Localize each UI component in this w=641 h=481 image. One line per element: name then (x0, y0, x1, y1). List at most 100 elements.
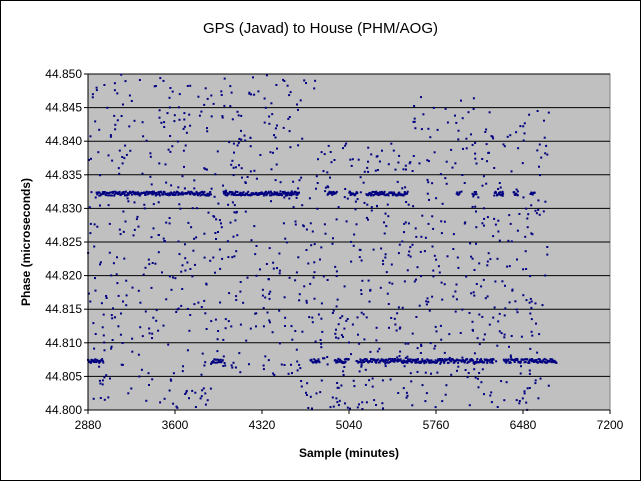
data-point (403, 359, 406, 362)
data-point (269, 290, 272, 293)
data-point (373, 191, 376, 193)
data-point (322, 170, 325, 173)
data-point (554, 360, 557, 363)
data-point (491, 359, 493, 362)
data-point (112, 307, 114, 310)
data-point (163, 191, 166, 194)
data-point (481, 158, 484, 160)
data-point (534, 302, 537, 305)
data-points (87, 73, 558, 411)
data-point (89, 135, 92, 138)
data-point (471, 192, 474, 195)
data-point (445, 384, 448, 387)
data-point (234, 166, 237, 169)
data-point (110, 191, 113, 194)
data-point (271, 331, 274, 334)
y-axis-title: Phase (microseconds) (19, 178, 33, 306)
data-point (107, 154, 110, 157)
data-point (157, 201, 160, 204)
data-point (178, 253, 181, 256)
data-point (546, 246, 549, 248)
data-point (384, 212, 387, 215)
data-point (497, 193, 500, 196)
data-point (99, 360, 102, 363)
data-point (151, 337, 153, 340)
data-point (323, 357, 326, 360)
data-point (358, 342, 361, 345)
data-point (305, 82, 307, 84)
data-point (335, 305, 338, 308)
data-point (418, 361, 421, 364)
data-point (516, 258, 518, 261)
data-point (315, 361, 318, 364)
data-point (538, 360, 541, 363)
data-point (447, 361, 450, 364)
data-point (499, 186, 502, 189)
data-point (361, 361, 364, 364)
data-point (262, 364, 265, 367)
data-point (102, 361, 105, 364)
data-point (177, 240, 180, 243)
data-point (488, 359, 491, 362)
data-point (240, 138, 243, 141)
data-point (463, 182, 466, 184)
data-point (360, 259, 363, 262)
data-point (176, 406, 179, 409)
data-point (377, 358, 380, 361)
data-point (381, 358, 384, 361)
data-point (157, 251, 160, 254)
data-point (408, 162, 411, 165)
data-point (246, 176, 249, 178)
data-point (474, 141, 477, 144)
x-tick-label: 2880 (75, 418, 102, 432)
x-tick-label: 6480 (510, 418, 537, 432)
data-point (122, 192, 125, 195)
data-point (223, 190, 226, 193)
data-point (407, 254, 410, 257)
data-point (127, 192, 130, 195)
data-point (335, 190, 338, 193)
data-point (441, 298, 444, 301)
data-point (547, 384, 550, 387)
data-point (320, 379, 323, 382)
data-point (481, 184, 484, 187)
data-point (261, 294, 264, 297)
data-point (475, 162, 478, 165)
data-point (376, 350, 379, 353)
data-point (348, 190, 351, 193)
data-point (478, 313, 481, 316)
data-point (534, 382, 537, 385)
data-point (345, 220, 348, 223)
data-point (372, 190, 374, 193)
data-point (168, 275, 171, 278)
data-point (370, 209, 373, 212)
data-point (129, 149, 132, 152)
data-point (302, 224, 305, 227)
data-point (197, 301, 200, 304)
data-point (189, 193, 192, 196)
data-point (93, 223, 96, 226)
data-point (138, 194, 141, 197)
data-point (526, 217, 529, 220)
data-point (364, 358, 367, 360)
data-point (456, 369, 458, 372)
data-point (503, 145, 506, 148)
data-point (444, 393, 447, 396)
data-point (202, 387, 205, 390)
data-point (476, 358, 479, 360)
data-point (544, 152, 547, 155)
data-point (471, 257, 474, 260)
data-point (154, 194, 157, 197)
data-point (498, 239, 501, 242)
data-point (543, 119, 545, 122)
data-point (103, 192, 106, 195)
data-point (553, 359, 556, 362)
data-point (213, 358, 216, 361)
data-point (427, 300, 430, 303)
data-point (158, 162, 161, 165)
data-point (107, 204, 110, 207)
data-point (412, 120, 415, 123)
data-point (108, 222, 111, 225)
data-point (122, 103, 124, 106)
data-point (220, 94, 223, 96)
